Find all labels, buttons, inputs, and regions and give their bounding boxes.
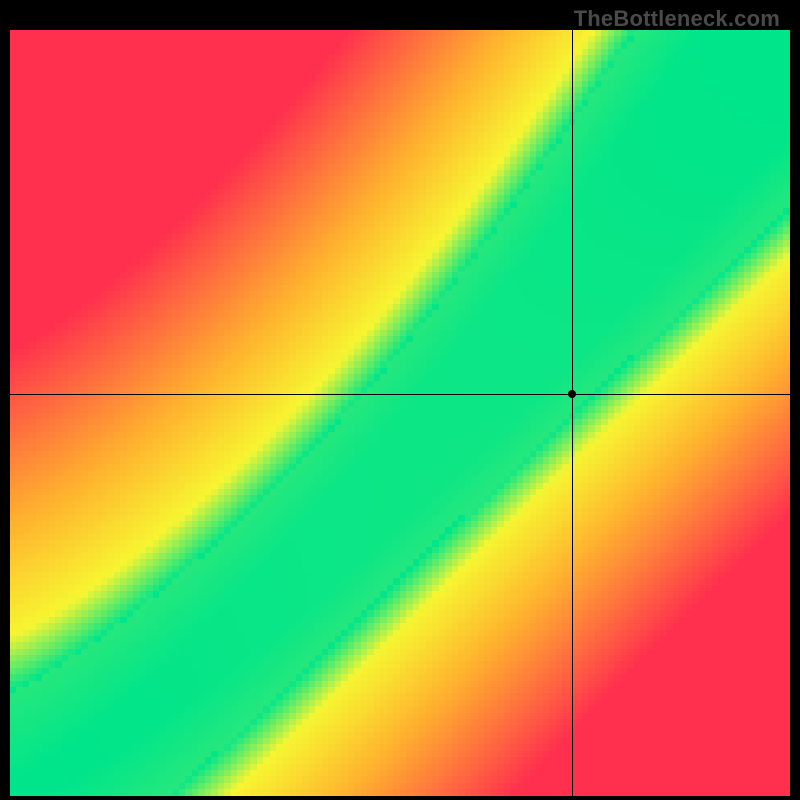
crosshair-marker-dot — [568, 390, 576, 398]
crosshair-horizontal-line — [10, 394, 790, 395]
heatmap-chart — [10, 30, 790, 796]
watermark-text: TheBottleneck.com — [574, 6, 780, 32]
heatmap-canvas — [10, 30, 790, 796]
crosshair-vertical-line — [572, 30, 573, 796]
